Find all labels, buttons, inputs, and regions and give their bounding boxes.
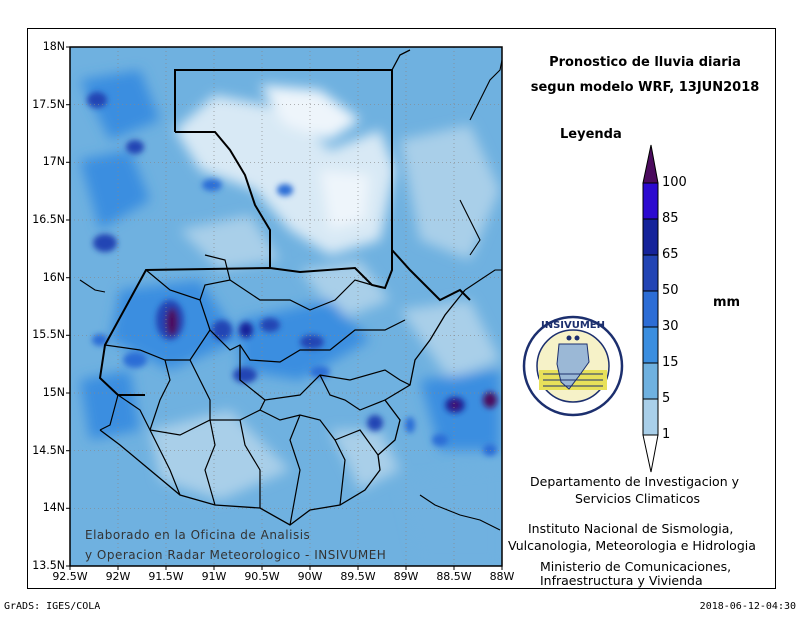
- axis-ticks: [66, 46, 503, 570]
- lon-label: 88.5W: [436, 570, 472, 583]
- lon-label: 92.5W: [52, 570, 88, 583]
- colorbar-label: 5: [662, 391, 671, 406]
- credit-inst-line1: Instituto Nacional de Sismologia,: [528, 521, 734, 536]
- lat-label: 17.5N: [32, 97, 65, 112]
- lat-label: 16.5N: [32, 212, 65, 227]
- credit-dept-line1: Departamento de Investigacion y: [530, 474, 739, 489]
- svg-text:INSIVUMEH: INSIVUMEH: [541, 320, 605, 331]
- lat-label: 17N: [42, 154, 65, 169]
- colorbar-label: 100: [662, 175, 687, 190]
- insivumeh-logo: INSIVUMEH: [522, 315, 624, 417]
- lon-label: 89W: [393, 570, 419, 583]
- colorbar-label: 65: [662, 247, 679, 262]
- colorbar: [642, 144, 659, 473]
- precipitation-field: [70, 47, 502, 566]
- lon-label: 90W: [297, 570, 323, 583]
- credit-dept-line2: Servicios Climaticos: [575, 491, 701, 506]
- lon-label: 90.5W: [244, 570, 280, 583]
- legend-unit: mm: [713, 295, 741, 310]
- footer-grads-credit: GrADS: IGES/COLA: [4, 601, 101, 612]
- watermark-line2: y Operacion Radar Meteorologico - INSIVU…: [85, 548, 387, 562]
- lon-label: 91W: [201, 570, 227, 583]
- lat-label: 15.5N: [32, 327, 65, 342]
- lat-label: 15N: [42, 385, 65, 400]
- lat-label: 14N: [42, 500, 65, 515]
- lon-label: 89.5W: [340, 570, 376, 583]
- graticule: [70, 47, 502, 566]
- credit-inst-line2: Vulcanologia, Meteorologia e Hidrologia: [508, 538, 756, 553]
- colorbar-label: 50: [662, 283, 679, 298]
- map-title: Pronostico de lluvia diaria: [549, 55, 741, 70]
- lon-label: 91.5W: [148, 570, 184, 583]
- colorbar-label: 85: [662, 211, 679, 226]
- lat-label: 18N: [42, 39, 65, 54]
- lon-label: 92W: [105, 570, 131, 583]
- colorbar-label: 15: [662, 355, 679, 370]
- department-borders: [99, 254, 411, 526]
- figure-frame: [27, 28, 776, 589]
- lat-label: 14.5N: [32, 443, 65, 458]
- lat-label: 16N: [42, 270, 65, 285]
- colorbar-label: 30: [662, 319, 679, 334]
- legend-title: Leyenda: [560, 127, 622, 142]
- credit-min-line2: Infraestructura y Vivienda: [540, 573, 703, 588]
- lat-label: 13.5N: [32, 558, 65, 573]
- credit-min-line1: Ministerio de Comunicaciones,: [540, 559, 732, 574]
- lon-label: 88W: [489, 570, 515, 583]
- map-subtitle: segun modelo WRF, 13JUN2018: [530, 80, 760, 95]
- watermark-line1: Elaborado en la Oficina de Analisis: [85, 528, 311, 542]
- colorbar-label: 1: [662, 427, 671, 442]
- footer-timestamp: 2018-06-12-04:30: [699, 601, 796, 612]
- map-axes-box: [69, 46, 503, 567]
